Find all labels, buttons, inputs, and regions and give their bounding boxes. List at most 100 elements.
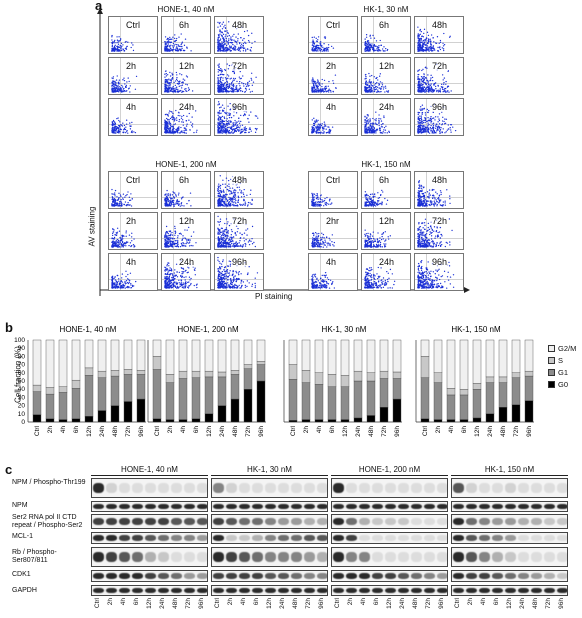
blot-band: [158, 535, 169, 541]
blot-band: [265, 535, 276, 541]
blot-band: [557, 552, 567, 562]
legend-item: G2/M: [548, 342, 576, 354]
bar-chart-title: HK-1, 150 nM: [451, 325, 501, 334]
blot-band: [492, 483, 503, 493]
blot-band: [197, 573, 207, 579]
flow-plot-label: 4h: [125, 257, 138, 267]
blot-band: [333, 503, 344, 510]
blot-band: [505, 573, 516, 579]
bar-segment-g1: [84, 375, 94, 417]
blot-lane-label: 12h: [385, 598, 393, 609]
bar-segment-g0: [32, 414, 42, 423]
blot-strip: [331, 532, 448, 544]
flow-plot-label: 48h: [231, 175, 249, 185]
flow-plot-label: 24h: [178, 257, 196, 267]
bar-segment-g1: [524, 375, 534, 401]
flow-plot-label: 48h: [431, 175, 449, 185]
blot-band: [119, 517, 130, 526]
blot-band: [93, 535, 104, 541]
blot-band: [197, 503, 207, 510]
blot-band: [132, 517, 143, 526]
blot-band: [278, 503, 289, 510]
x-tick-label: 4h: [448, 426, 455, 434]
blot-band: [184, 517, 195, 526]
blot-band: [158, 517, 169, 526]
blot-band: [333, 587, 344, 594]
bar-segment-g1: [123, 374, 133, 402]
flow-grid: Ctrl 6h 48h 2hr 12h 72h 4h: [308, 171, 464, 291]
blot-strip: [451, 478, 568, 498]
x-tick-label: Ctrl: [422, 425, 429, 436]
x-tick-label: 72h: [381, 426, 388, 437]
blot-band: [466, 552, 477, 562]
blot-strip: [331, 501, 448, 512]
x-tick-label: 4h: [60, 426, 67, 434]
blot-lane-label: 12h: [505, 598, 513, 609]
x-tick-label: 6h: [329, 426, 336, 434]
blot-band: [557, 517, 567, 526]
flow-plot: 72h: [414, 57, 464, 95]
blot-band: [317, 573, 327, 579]
blot-band: [119, 483, 130, 493]
blot-band: [505, 503, 516, 510]
bar-segment-g0: [301, 419, 311, 423]
blot-lane-label: 6h: [372, 598, 380, 606]
bar-segment-s: [45, 387, 55, 395]
blot-band: [184, 535, 195, 541]
bar-segment-g2m: [58, 339, 68, 387]
flow-plot-label: 4h: [325, 257, 338, 267]
blot-lane-label: 6h: [132, 598, 140, 606]
bar-segment-s: [327, 374, 337, 387]
blot-band: [531, 503, 542, 510]
bar-segment-s: [178, 370, 188, 379]
blot-group-title: HONE-1, 200 nM: [358, 465, 421, 474]
blot-band: [398, 573, 409, 579]
blot-band: [424, 587, 435, 594]
blot-band: [106, 517, 117, 526]
bar-segment-g1: [433, 382, 443, 420]
bar-segment-g2m: [314, 339, 324, 373]
bar-segment-g2m: [191, 339, 201, 372]
flow-plot: 4h: [108, 98, 158, 136]
bar-segment-s: [353, 370, 363, 382]
blot-strip: [91, 478, 208, 498]
blot-band: [265, 503, 276, 510]
bar-segment-g0: [433, 419, 443, 423]
blot-lane-label: 96h: [437, 598, 445, 609]
x-tick-label: Ctrl: [34, 425, 41, 436]
blot-band: [398, 517, 409, 526]
blot-band: [213, 552, 224, 562]
bar-segment-g2m: [136, 339, 146, 371]
x-tick-label: 2h: [47, 426, 54, 434]
blot-band: [317, 483, 327, 493]
blot-band: [265, 587, 276, 594]
blot-band: [333, 552, 344, 562]
blot-band: [213, 573, 224, 579]
blot-band: [278, 483, 289, 493]
blot-band: [333, 535, 344, 541]
blot-band: [557, 535, 567, 541]
bar-segment-g0: [314, 419, 324, 423]
blot-strip: [211, 585, 328, 596]
flow-plot: 48h: [214, 171, 264, 209]
blot-band: [304, 535, 315, 541]
blot-band: [291, 483, 302, 493]
blot-band: [184, 552, 195, 562]
bar-segment-g0: [230, 398, 240, 423]
blot-group-line: [211, 475, 328, 476]
blot-band: [437, 503, 447, 510]
bar-segment-s: [485, 376, 495, 383]
blot-band: [479, 483, 490, 493]
blot-band: [252, 587, 263, 594]
flow-block-title: HK-1, 150 nM: [361, 160, 411, 169]
flow-plot-label: 96h: [431, 257, 449, 267]
blot-band: [479, 573, 490, 579]
flow-plot: Ctrl: [308, 171, 358, 209]
bar-segment-g0: [243, 388, 253, 423]
blot-band: [226, 573, 237, 579]
bar-segment-g2m: [97, 339, 107, 372]
panel-a-letter: a: [95, 0, 103, 13]
bar-segment-g0: [353, 417, 363, 423]
blot-band: [239, 573, 250, 579]
blot-band: [437, 552, 447, 562]
